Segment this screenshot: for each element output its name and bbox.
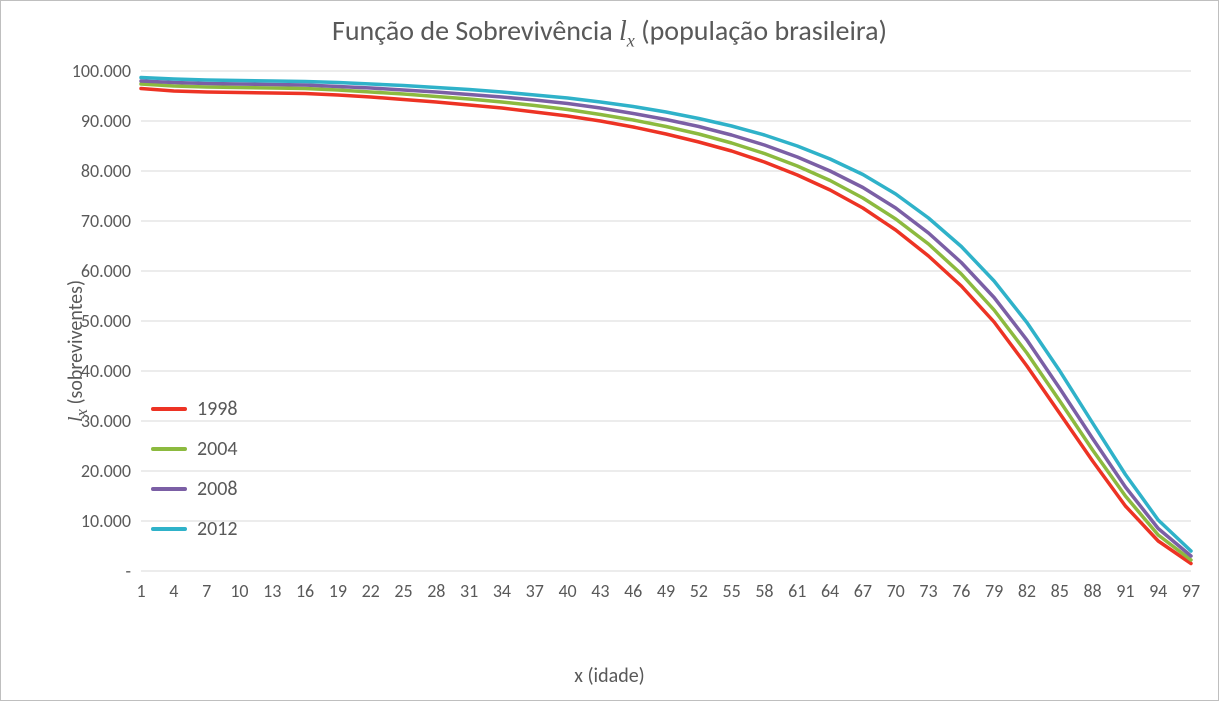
legend-item-2008: 2008 <box>151 469 238 509</box>
x-tick-label: 52 <box>690 580 708 602</box>
legend: 1998200420082012 <box>151 389 238 549</box>
legend-swatch <box>151 527 187 531</box>
legend-label: 1998 <box>197 389 238 429</box>
legend-label: 2012 <box>197 509 238 549</box>
title-prefix: Função de Sobrevivência <box>332 13 619 48</box>
x-tick-label: 97 <box>1182 580 1200 602</box>
x-tick-label: 70 <box>887 580 905 602</box>
x-tick-label: 46 <box>624 580 642 602</box>
legend-item-2012: 2012 <box>151 509 238 549</box>
y-tick-label: 50.000 <box>81 310 131 332</box>
x-tick-label: 49 <box>657 580 675 602</box>
x-tick-label: 58 <box>755 580 773 602</box>
y-tick-label: 70.000 <box>81 210 131 232</box>
x-tick-label: 22 <box>362 580 380 602</box>
title-suffix: (população brasileira) <box>635 13 887 48</box>
legend-label: 2008 <box>197 469 238 509</box>
x-tick-label: 43 <box>591 580 609 602</box>
legend-label: 2004 <box>197 429 238 469</box>
x-tick-label: 73 <box>919 580 937 602</box>
chart-frame: { "chart":{ "type":"line", "title_prefix… <box>0 0 1219 701</box>
y-tick-label: 60.000 <box>81 260 131 282</box>
y-tick-label: 40.000 <box>81 360 131 382</box>
legend-swatch <box>151 487 187 491</box>
y-tick-label: 80.000 <box>81 160 131 182</box>
x-tick-label: 19 <box>329 580 347 602</box>
title-symbol: l <box>619 16 627 47</box>
y-tick-label: 10.000 <box>81 510 131 532</box>
y-tick-label: - <box>125 560 131 582</box>
legend-item-1998: 1998 <box>151 389 238 429</box>
x-tick-label: 82 <box>1018 580 1036 602</box>
y-tick-label: 30.000 <box>81 410 131 432</box>
x-tick-label: 79 <box>985 580 1003 602</box>
x-tick-label: 28 <box>427 580 445 602</box>
x-tick-label: 88 <box>1083 580 1101 602</box>
x-tick-label: 16 <box>296 580 314 602</box>
y-tick-label: 20.000 <box>81 460 131 482</box>
x-tick-label: 10 <box>230 580 248 602</box>
x-tick-label: 91 <box>1116 580 1134 602</box>
x-tick-label: 64 <box>821 580 839 602</box>
plot-area: - 10.000 20.000 30.000 40.000 50.000 60.000 70.… <box>71 61 1201 621</box>
x-tick-label: 34 <box>493 580 511 602</box>
series-2012 <box>141 78 1191 552</box>
y-tick-label: 90.000 <box>81 110 131 132</box>
x-tick-label: 13 <box>263 580 281 602</box>
series-2008 <box>141 81 1191 556</box>
series-1998 <box>141 89 1191 564</box>
legend-item-2004: 2004 <box>151 429 238 469</box>
legend-swatch <box>151 447 187 451</box>
x-tick-label: 31 <box>460 580 478 602</box>
x-tick-label: 76 <box>952 580 970 602</box>
y-tick-label: 100.000 <box>72 61 131 82</box>
x-tick-label: 1 <box>136 580 145 602</box>
x-tick-label: 67 <box>854 580 872 602</box>
chart-title: Função de Sobrevivência lx (população br… <box>1 13 1218 52</box>
legend-swatch <box>151 407 187 411</box>
x-tick-label: 25 <box>394 580 412 602</box>
x-tick-label: 4 <box>169 580 178 602</box>
gridlines <box>141 71 1191 571</box>
x-ticks: 1 4 7 10 13 16 19 22 25 28 31 34 37 40 43 46 49 52 55 58 61 6… <box>136 580 1200 602</box>
x-tick-label: 55 <box>723 580 741 602</box>
title-subscript: x <box>627 31 635 51</box>
x-axis-label: x (idade) <box>1 664 1218 688</box>
x-tick-label: 40 <box>558 580 576 602</box>
x-tick-label: 61 <box>788 580 806 602</box>
x-tick-label: 37 <box>526 580 544 602</box>
x-tick-label: 94 <box>1149 580 1167 602</box>
x-tick-label: 7 <box>202 580 211 602</box>
x-tick-label: 85 <box>1051 580 1069 602</box>
series-2004 <box>141 84 1191 560</box>
y-ticks: - 10.000 20.000 30.000 40.000 50.000 60.000 70.… <box>72 61 131 582</box>
